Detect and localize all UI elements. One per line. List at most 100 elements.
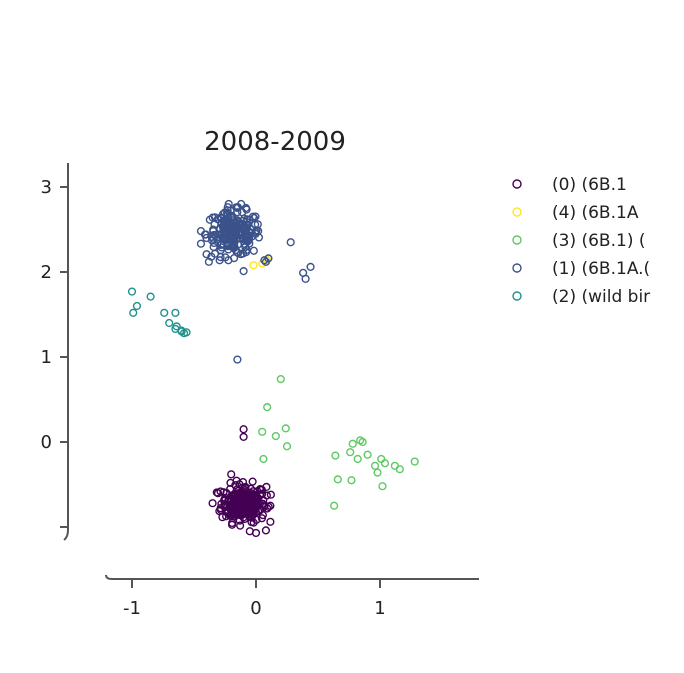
data-point (378, 482, 387, 491)
data-point (224, 256, 233, 265)
data-point (263, 256, 272, 265)
legend-label: (3) (6B.1) ( (552, 231, 645, 251)
y-ticks: 0 1 2 3 (41, 177, 68, 528)
data-point (207, 236, 217, 245)
data-points (127, 199, 419, 538)
legend-marker (512, 291, 522, 301)
data-point (380, 459, 390, 468)
data-point (233, 355, 242, 364)
data-point (262, 482, 271, 492)
data-point (346, 448, 355, 457)
data-point (348, 439, 357, 448)
legend-item: (2) (wild bir (512, 287, 650, 307)
series-4 (127, 287, 191, 338)
data-point (286, 238, 295, 247)
legend-label: (1) (6B.1A.( (552, 259, 650, 279)
data-point (258, 489, 267, 498)
data-point (220, 495, 229, 504)
data-point (395, 465, 404, 474)
data-point (232, 247, 241, 257)
data-point (160, 308, 169, 317)
legend-item: (3) (6B.1) ( (512, 231, 645, 251)
data-point (182, 328, 191, 337)
data-point (210, 213, 220, 222)
data-point (226, 224, 235, 233)
data-point (330, 501, 339, 510)
data-point (258, 499, 267, 508)
data-point (241, 240, 250, 249)
data-point (224, 199, 233, 209)
data-point (225, 503, 234, 513)
data-point (227, 233, 236, 242)
data-point (276, 375, 285, 384)
series-3 (196, 199, 315, 364)
data-point (230, 498, 239, 507)
data-point (250, 214, 259, 223)
data-point (261, 526, 271, 535)
y-tick-label: 1 (41, 347, 52, 368)
data-point (196, 239, 206, 248)
x-tick-label: -1 (123, 598, 141, 619)
data-point (231, 510, 240, 519)
data-point (358, 437, 367, 447)
data-point (208, 499, 217, 508)
legend-marker (512, 235, 522, 245)
data-point (271, 431, 280, 441)
data-point (237, 490, 246, 500)
data-point (306, 262, 315, 272)
legend-marker (512, 263, 522, 273)
data-point (260, 256, 269, 265)
data-point (200, 230, 210, 239)
y-tick-label: 2 (41, 262, 52, 283)
legend-label: (2) (wild bir (552, 287, 650, 307)
data-point (146, 292, 155, 301)
y-tick-label: 3 (41, 177, 52, 198)
legend-label: (0) (6B.1 (552, 175, 627, 195)
series-0 (208, 425, 275, 538)
data-point (249, 518, 258, 527)
data-point (228, 503, 237, 512)
data-point (129, 308, 138, 317)
data-point (266, 490, 275, 499)
data-point (264, 254, 273, 263)
data-point (239, 425, 248, 434)
data-point (127, 287, 137, 296)
data-point (240, 214, 249, 223)
data-point (258, 427, 267, 436)
data-point (237, 199, 246, 209)
legend-marker (512, 179, 522, 189)
chart-title: 2008-2009 (204, 127, 346, 157)
data-point (410, 457, 419, 466)
data-point (219, 221, 228, 230)
data-point (259, 454, 268, 464)
x-tick-label: 1 (374, 598, 385, 619)
data-point (232, 217, 241, 226)
x-tick-label: 0 (250, 598, 261, 619)
data-point (236, 250, 245, 259)
data-point (227, 470, 236, 479)
data-point (219, 240, 228, 249)
data-point (248, 212, 258, 221)
data-point (242, 505, 251, 514)
data-point (254, 226, 263, 236)
data-point (226, 478, 235, 487)
data-point (282, 442, 292, 451)
data-point (373, 468, 382, 477)
data-point (257, 514, 267, 523)
data-point (248, 506, 257, 515)
data-point (216, 505, 225, 514)
y-axis-line (63, 163, 69, 541)
data-point (171, 308, 180, 317)
data-point (333, 475, 342, 484)
data-point (251, 528, 261, 538)
x-axis-line (105, 574, 479, 580)
data-point (249, 246, 258, 255)
data-point (220, 216, 230, 225)
x-ticks: -1 0 1 (123, 579, 386, 619)
data-point (281, 424, 290, 433)
data-point (228, 228, 237, 237)
data-point (347, 476, 356, 485)
data-point (363, 450, 372, 459)
data-point (241, 482, 250, 492)
